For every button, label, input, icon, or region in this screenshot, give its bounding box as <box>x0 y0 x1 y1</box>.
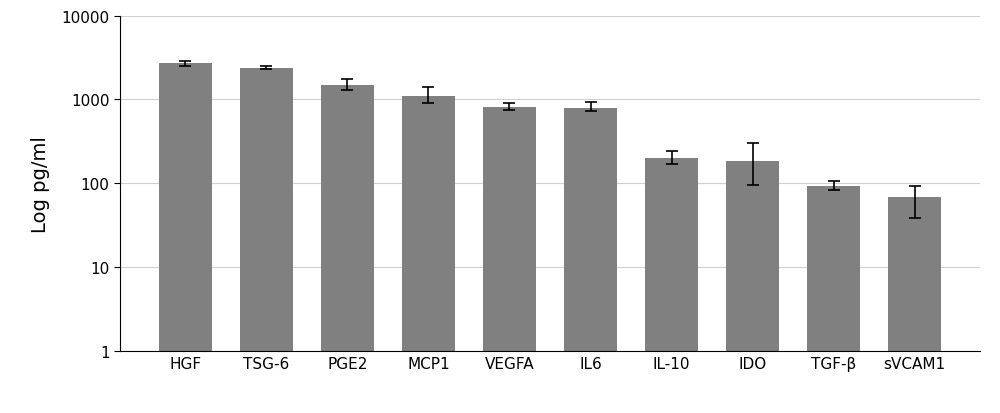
Bar <box>321 85 374 413</box>
Bar <box>240 69 293 413</box>
Bar <box>402 97 455 413</box>
Bar <box>888 198 941 413</box>
Y-axis label: Log pg/ml: Log pg/ml <box>31 135 50 232</box>
Bar <box>159 64 212 413</box>
Bar <box>483 107 536 413</box>
Bar <box>564 108 617 413</box>
Bar <box>645 159 698 413</box>
Bar <box>807 187 860 413</box>
Bar <box>726 161 779 413</box>
